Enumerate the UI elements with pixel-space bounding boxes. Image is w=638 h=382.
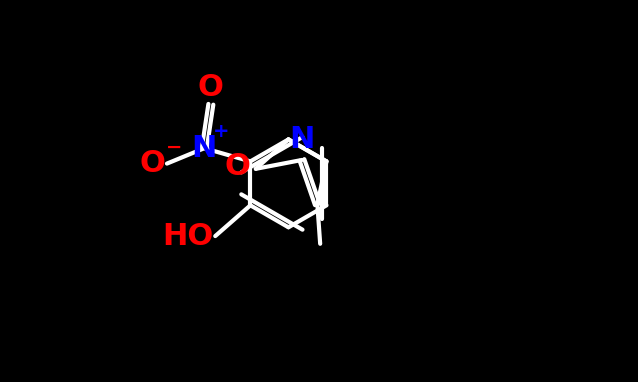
Text: N: N xyxy=(289,125,315,154)
Text: N: N xyxy=(191,134,217,163)
Text: O: O xyxy=(198,73,224,102)
Text: O: O xyxy=(139,149,165,178)
Text: −: − xyxy=(166,138,182,157)
Text: O: O xyxy=(224,152,250,181)
Text: +: + xyxy=(212,121,229,141)
Text: HO: HO xyxy=(162,222,213,251)
